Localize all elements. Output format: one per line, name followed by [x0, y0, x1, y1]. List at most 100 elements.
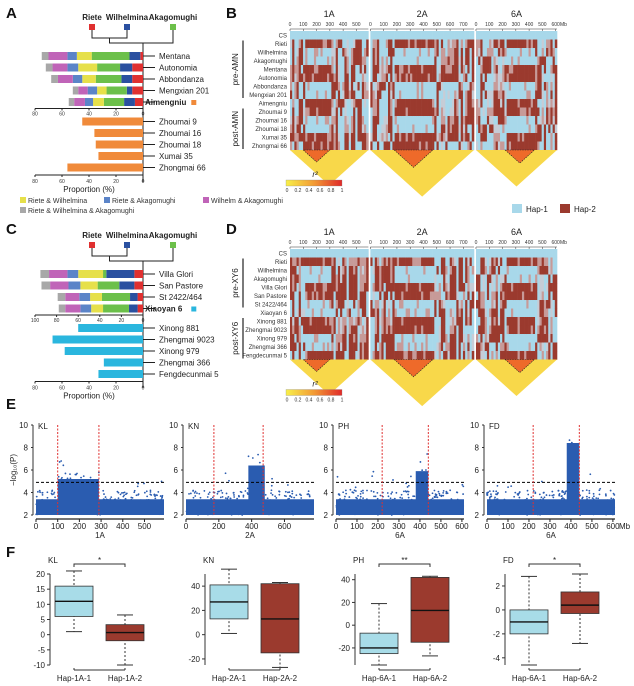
haplotype-cell	[530, 31, 534, 40]
haplotype-cell	[478, 133, 481, 142]
haplotype-cell	[361, 48, 365, 57]
haplotype-cell	[381, 90, 384, 100]
haplotype-cell	[296, 90, 300, 100]
x-axis-title: Proportion (%)	[63, 185, 115, 194]
ld-block	[504, 149, 536, 164]
haplotype-cell	[497, 325, 501, 335]
haplotype-cell	[438, 141, 442, 151]
haplotype-cell	[414, 291, 417, 301]
haplotype-cell	[532, 257, 536, 267]
haplotype-cell	[513, 308, 516, 318]
haplotype-cell	[311, 31, 315, 40]
snp-point	[300, 494, 302, 497]
haplotype-cell	[381, 124, 384, 134]
haplotype-cell	[425, 274, 428, 284]
haplotype-cell	[355, 133, 358, 142]
haplotype-cell	[486, 116, 490, 125]
haplotype-cell	[423, 325, 426, 335]
haplotype-cell	[290, 73, 293, 83]
stacked-segment	[103, 98, 125, 106]
haplotype-cell	[290, 133, 293, 142]
haplotype-cell	[342, 249, 345, 258]
haplotype-cell	[335, 56, 339, 66]
snp-point	[80, 476, 82, 479]
haplotype-cell	[519, 90, 523, 100]
haplotype-cell	[440, 257, 444, 267]
haplotype-cell	[403, 99, 406, 108]
haplotype-cell	[530, 274, 534, 284]
haplotype-cell	[355, 116, 358, 125]
y-tick-label: 6	[475, 466, 480, 475]
row-label: Zhengmai 366	[249, 345, 288, 351]
snp-point	[290, 496, 293, 498]
haplotype-cell	[554, 342, 558, 352]
haplotype-cell	[309, 274, 313, 284]
row-label: Xinong 881	[257, 320, 288, 326]
haplotype-cell	[550, 300, 553, 309]
haplotype-cell	[403, 107, 406, 117]
haplotype-cell	[491, 133, 494, 142]
haplotype-cell	[318, 300, 321, 309]
haplotype-cell	[353, 65, 356, 74]
haplotype-cell	[484, 317, 488, 326]
haplotype-cell	[451, 141, 455, 151]
haplotype-cell	[421, 308, 424, 318]
haplotype-cell	[554, 39, 558, 49]
haplotype-cell	[502, 317, 505, 326]
haplotype-cell	[447, 73, 451, 83]
haplotype-cell	[554, 249, 558, 258]
haplotype-cell	[405, 325, 409, 335]
axis-tick-label: 80	[54, 318, 60, 324]
haplotype-cell	[486, 274, 490, 284]
haplotype-cell	[469, 334, 473, 343]
haplotype-cell	[320, 334, 323, 343]
haplotype-cell	[539, 39, 542, 49]
haplotype-cell	[300, 116, 304, 125]
haplotype-cell	[318, 308, 321, 318]
haplotype-cell	[399, 99, 402, 108]
haplotype-cell	[480, 133, 483, 142]
haplotype-cell	[497, 65, 501, 74]
haplotype-cell	[307, 48, 310, 57]
haplotype-cell	[513, 342, 516, 352]
haplotype-cell	[333, 107, 337, 117]
haplotype-cell	[458, 82, 462, 91]
haplotype-cell	[528, 31, 532, 40]
haplotype-cell	[528, 266, 532, 275]
haplotype-cell	[307, 308, 310, 318]
haplotype-cell	[425, 334, 428, 343]
haplotype-cell	[298, 107, 302, 117]
haplotype-cell	[440, 124, 444, 134]
hap1-label: Hap-1	[526, 205, 548, 214]
haplotype-cell	[517, 274, 521, 284]
haplotype-cell	[519, 308, 523, 318]
haplotype-cell	[394, 274, 398, 284]
snp-point	[435, 494, 437, 497]
haplotype-cell	[508, 283, 512, 292]
mb-tick-label: 400	[339, 22, 348, 28]
haplotype-cell	[480, 90, 483, 100]
mb-tick-label: 300	[512, 240, 521, 246]
haplotype-cell	[554, 291, 558, 301]
haplotype-cell	[526, 342, 529, 352]
haplotype-cell	[307, 317, 310, 326]
y-tick-label: 0	[496, 606, 501, 615]
haplotype-cell	[539, 334, 542, 343]
haplotype-cell	[502, 124, 505, 134]
snp-point	[488, 496, 491, 499]
legend-swatch-riete-akagomughi	[104, 197, 110, 203]
haplotype-cell	[320, 308, 323, 318]
haplotype-cell	[506, 249, 510, 258]
haplotype-cell	[305, 65, 308, 74]
haplotype-cell	[554, 65, 558, 74]
snp-point	[518, 491, 521, 493]
haplotype-cell	[500, 317, 503, 326]
haplotype-cell	[307, 291, 310, 301]
y-tick-label: 40	[191, 582, 200, 591]
haplotype-cell	[497, 82, 501, 91]
haplotype-cell	[414, 124, 417, 134]
haplotype-cell	[372, 56, 376, 66]
haplotype-cell	[412, 300, 415, 309]
haplotype-cell	[467, 65, 470, 74]
haplotype-cell	[337, 317, 341, 326]
